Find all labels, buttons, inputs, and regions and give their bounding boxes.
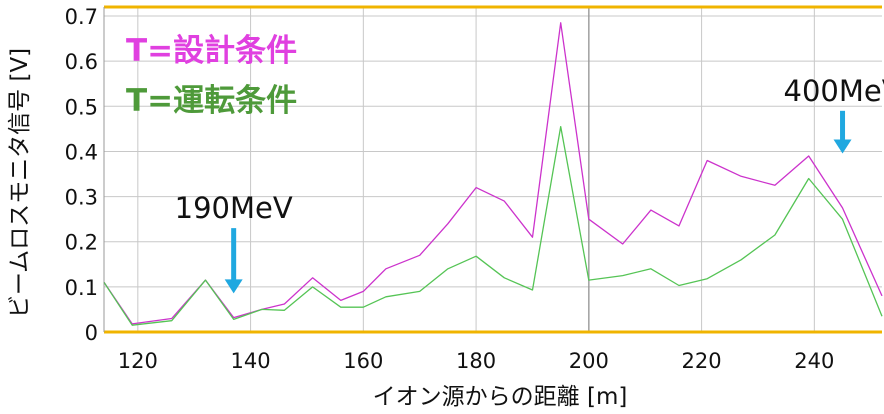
y-tick-label: 0.4: [65, 140, 98, 164]
y-tick-label: 0.6: [65, 50, 98, 74]
x-tick-label: 220: [682, 349, 722, 373]
x-tick-label: 160: [343, 349, 383, 373]
y-tick-label: 0.3: [65, 186, 98, 210]
legend-entry-operation: T=運転条件: [126, 83, 297, 119]
x-tick-label: 140: [231, 349, 271, 373]
annotation-400mev-label: 400MeV: [784, 74, 884, 108]
annotation-400mev-arrow-head: [833, 139, 852, 154]
series-lines: [103, 22, 883, 326]
series-line-design: [103, 22, 883, 325]
annotation-190mev-label: 190MeV: [175, 191, 293, 225]
plot-frame: [103, 5, 882, 334]
x-tick-label: 120: [118, 349, 158, 373]
series-line-operation: [103, 125, 883, 326]
legend-entry-design: T=設計条件: [126, 33, 297, 69]
x-axis-label: イオン源からの距離 [m]: [373, 384, 628, 410]
x-tick-label: 240: [794, 349, 834, 373]
x-tick-label: 200: [569, 349, 609, 373]
y-tick-label: 0.1: [65, 276, 98, 300]
x-tick-label: 180: [456, 349, 496, 373]
y-tick-label: 0.5: [65, 95, 98, 119]
y-tick-labels: 0 0.1 0.2 0.3 0.4 0.5 0.6 0.7: [65, 5, 98, 345]
annotation-190mev-arrow-head: [224, 279, 243, 294]
x-tick-labels: 120 140 160 180 200 220 240: [118, 349, 835, 373]
annotations: 190MeV 400MeV: [175, 74, 884, 294]
y-tick-label: 0.2: [65, 231, 98, 255]
y-tick-label: 0.7: [65, 5, 98, 29]
y-tick-label: 0: [85, 321, 98, 345]
y-axis-label: ビームロスモニタ信号 [V]: [7, 48, 33, 318]
